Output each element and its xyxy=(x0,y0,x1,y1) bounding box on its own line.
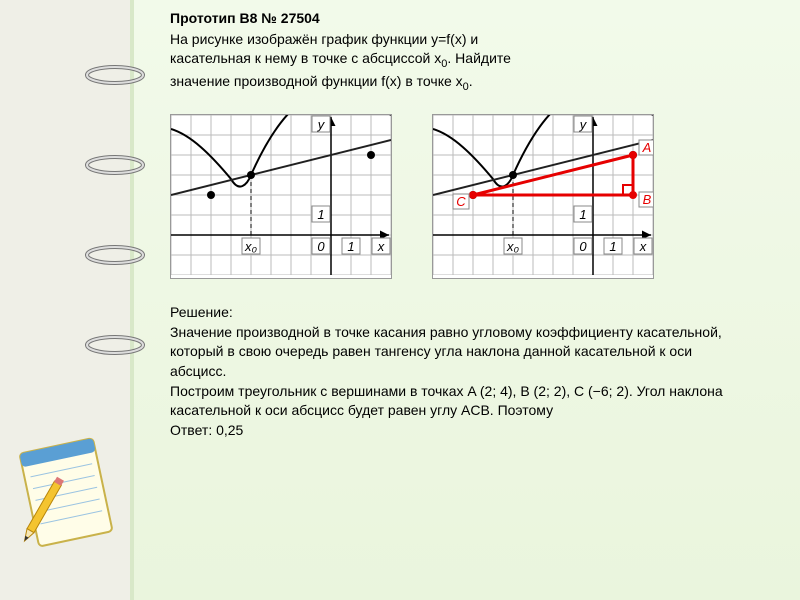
svg-text:0: 0 xyxy=(317,239,325,254)
ring-icon xyxy=(85,65,165,85)
problem-line: На рисунке изображён график функции y=f(… xyxy=(170,31,478,47)
solution-text: Построим треугольник с вершинами в точка… xyxy=(170,382,740,421)
svg-text:A: A xyxy=(642,140,652,155)
svg-text:0: 0 xyxy=(579,239,587,254)
svg-text:1: 1 xyxy=(347,239,354,254)
svg-text:B: B xyxy=(643,192,652,207)
svg-text:1: 1 xyxy=(579,207,586,222)
svg-text:x₀: x₀ xyxy=(244,239,258,254)
svg-text:C: C xyxy=(456,194,466,209)
chart-solution: yx011x₀ABC xyxy=(432,114,654,279)
problem-line: . xyxy=(469,73,473,89)
solution-heading: Решение: xyxy=(170,303,740,323)
ring-icon xyxy=(85,245,165,265)
svg-text:x: x xyxy=(377,239,385,254)
solution-block: Решение: Значение производной в точке ка… xyxy=(170,303,740,440)
problem-line: касательная к нему в точке с абсциссой x xyxy=(170,50,441,66)
ring-icon xyxy=(85,155,165,175)
problem-line: . Найдите xyxy=(447,50,511,66)
problem-line: значение производной функции f(x) в точк… xyxy=(170,73,463,89)
content-area: Прототип B8 № 27504 На рисунке изображён… xyxy=(170,10,770,440)
solution-text: Значение производной в точке касания рав… xyxy=(170,323,740,382)
chart-original: yx011x₀ xyxy=(170,114,392,279)
figures-row: yx011x₀ yx011x₀ABC xyxy=(170,114,770,279)
problem-text: На рисунке изображён график функции y=f(… xyxy=(170,30,770,94)
svg-text:1: 1 xyxy=(317,207,324,222)
problem-title: Прототип B8 № 27504 xyxy=(170,10,770,26)
solution-answer: Ответ: 0,25 xyxy=(170,421,740,441)
svg-text:x₀: x₀ xyxy=(506,239,520,254)
notepad-icon xyxy=(8,420,123,560)
svg-text:x: x xyxy=(639,239,647,254)
ring-icon xyxy=(85,335,165,355)
svg-text:1: 1 xyxy=(609,239,616,254)
